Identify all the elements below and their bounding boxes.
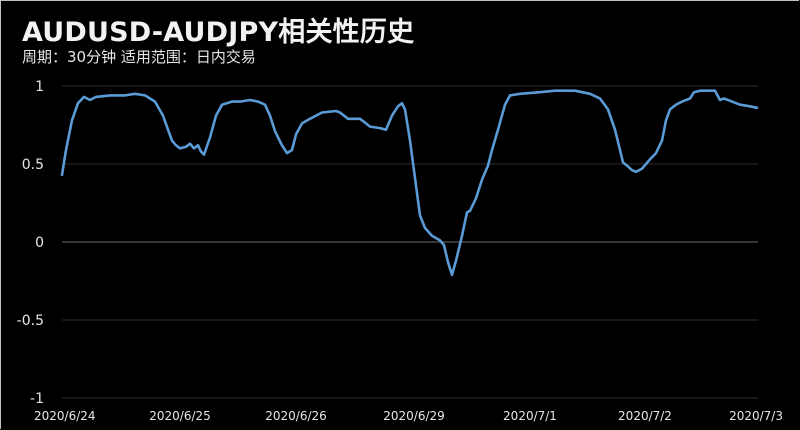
x-tick-label: 2020/6/26	[265, 409, 327, 423]
correlation-line	[60, 89, 759, 277]
y-tick-label: 0	[35, 235, 44, 251]
y-tick-label: -1	[30, 391, 44, 407]
x-axis-ticks: 2020/6/24 2020/6/25 2020/6/26 2020/6/29 2020…	[34, 409, 783, 423]
x-tick-label: 2020/6/24	[34, 409, 96, 423]
y-tick-label: 1	[35, 79, 44, 95]
chart-title: AUDUSD-AUDJPY相关性历史	[22, 17, 415, 48]
y-axis-ticks: 1 0.5 0 -0.5 -1	[17, 79, 44, 407]
chart-subtitle: 周期：30分钟 适用范围：日内交易	[22, 48, 256, 66]
x-tick-label: 2020/7/1	[503, 409, 557, 423]
y-tick-label: 0.5	[22, 157, 44, 173]
gridlines	[62, 85, 758, 399]
x-tick-label: 2020/7/3	[729, 409, 783, 423]
x-tick-label: 2020/7/2	[618, 409, 672, 423]
x-tick-label: 2020/6/25	[149, 409, 211, 423]
x-tick-label: 2020/6/29	[383, 409, 445, 423]
y-tick-label: -0.5	[17, 313, 44, 329]
